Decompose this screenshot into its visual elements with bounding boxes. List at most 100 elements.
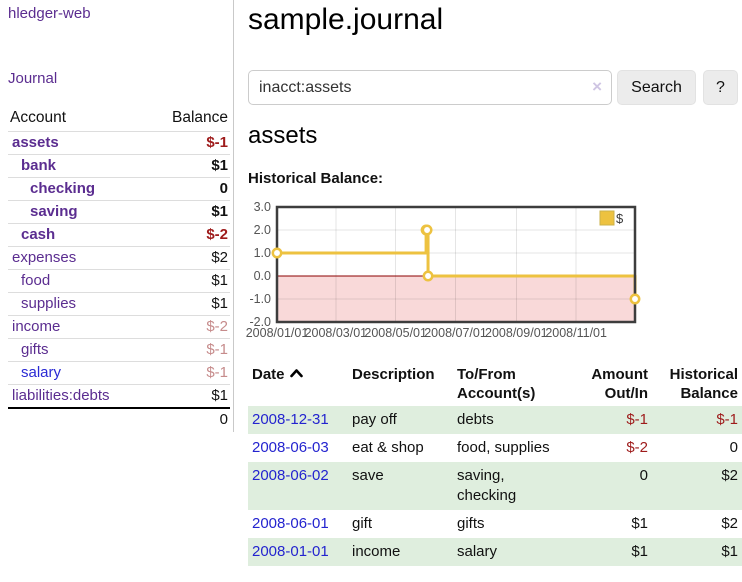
legend-swatch: [599, 210, 615, 226]
y-tick-label: 0.0: [254, 269, 271, 283]
account-balance: $1: [211, 272, 228, 289]
transaction-row[interactable]: 2008-12-31 pay off debts $-1 $-1: [248, 406, 742, 434]
date-header-label: Date: [252, 366, 285, 383]
register-header-description: Description: [352, 366, 435, 383]
y-tick-label: -2.0: [249, 315, 271, 329]
y-tick-label: -1.0: [249, 292, 271, 306]
accounts-header-balance: Balance: [171, 109, 228, 126]
account-balance: $-2: [206, 318, 228, 335]
account-link[interactable]: gifts: [21, 341, 49, 358]
data-point-marker: [421, 224, 433, 236]
accounts-total-spacer: [8, 408, 149, 431]
search-input[interactable]: [248, 70, 612, 105]
transaction-accounts: salary: [457, 543, 498, 560]
account-row: supplies $1: [8, 293, 230, 316]
sidebar-item-journal[interactable]: Journal: [8, 70, 58, 87]
account-balance: $-1: [206, 341, 228, 358]
search-form: × Search ?: [248, 70, 742, 105]
account-balance: $1: [211, 387, 228, 404]
account-row: gifts $-1: [8, 339, 230, 362]
account-link[interactable]: salary: [21, 364, 62, 381]
account-balance: $1: [211, 295, 228, 312]
historical-balance-chart[interactable]: $3.0 2.0 1.0 0.0 -1.0 -2.0 2008/01/01 2008/03/0…: [246, 200, 742, 350]
account-balance: $-1: [206, 134, 228, 151]
transaction-row[interactable]: 2008-01-01 income salary $1 $1: [248, 538, 742, 566]
account-link[interactable]: food: [21, 272, 51, 289]
register-header-amount: Amount Out/In: [591, 366, 648, 402]
account-link[interactable]: assets: [12, 134, 59, 151]
x-tick-label: 2008/03/01: [305, 326, 368, 340]
account-row: cash $-2: [8, 224, 230, 247]
transaction-row[interactable]: 2008-06-03 eat & shop food, supplies $-2 0: [248, 434, 742, 462]
transaction-date-link[interactable]: 2008-06-03: [252, 439, 329, 456]
search-button[interactable]: Search: [617, 70, 696, 105]
account-link[interactable]: income: [12, 318, 61, 335]
clear-search-icon[interactable]: ×: [592, 77, 602, 96]
main-content: sample.journal × Search ? assets Histori…: [246, 0, 742, 582]
account-link[interactable]: cash: [21, 226, 56, 243]
transaction-date-link[interactable]: 2008-06-02: [252, 467, 329, 484]
accounts-header-account: Account: [10, 109, 67, 126]
account-balance: 0: [219, 180, 228, 197]
accounts-table-body: assets $-1 bank $1 checking 0 saving $1 cash $-2 e…: [8, 132, 230, 408]
transaction-accounts: food, supplies: [457, 439, 550, 456]
transaction-amount: $1: [631, 515, 648, 532]
account-link[interactable]: supplies: [21, 295, 77, 312]
transaction-description: eat & shop: [352, 439, 424, 456]
data-point-marker: [422, 270, 434, 282]
accounts-table: Account Balance assets $-1 bank $1 checking 0…: [8, 106, 230, 431]
y-tick-label: 1.0: [254, 246, 271, 260]
register-table-body: 2008-12-31 pay off debts $-1 $-1 2008-06-03 ea…: [248, 406, 742, 566]
account-link[interactable]: checking: [30, 180, 96, 197]
account-heading: assets: [248, 122, 318, 149]
transaction-description: save: [352, 467, 384, 484]
account-balance: $-2: [206, 226, 228, 243]
account-row: bank $1: [8, 155, 230, 178]
chart-title: Historical Balance:: [248, 170, 384, 187]
transaction-description: gift: [352, 515, 373, 532]
register-header-date[interactable]: Date: [248, 362, 348, 406]
page-title: sample.journal: [248, 3, 444, 36]
x-tick-label: 2008/07/01: [424, 326, 487, 340]
transaction-description: pay off: [352, 411, 397, 428]
account-balance: $1: [211, 203, 228, 220]
sidebar-divider: [233, 0, 234, 432]
register-table: Date Description To/From Account(s) Amou…: [248, 362, 742, 566]
transaction-amount: 0: [639, 467, 648, 484]
help-button[interactable]: ?: [703, 70, 738, 105]
transaction-balance: $2: [721, 515, 738, 532]
account-balance: $1: [211, 157, 228, 174]
transaction-amount: $-2: [626, 439, 648, 456]
brand-link[interactable]: hledger-web: [8, 5, 91, 22]
plot-border: [275, 205, 637, 324]
account-link[interactable]: bank: [21, 157, 57, 174]
data-point-marker: [271, 247, 283, 259]
register-header-row: Date Description To/From Account(s) Amou…: [248, 362, 742, 406]
transaction-amount: $-1: [626, 411, 648, 428]
transaction-amount: $1: [631, 543, 648, 560]
transaction-row[interactable]: 2008-06-01 gift gifts $1 $2: [248, 510, 742, 538]
transaction-accounts: debts: [457, 411, 494, 428]
sort-ascending-icon: [289, 369, 303, 378]
accounts-total-row: 0: [8, 408, 230, 431]
account-row: checking 0: [8, 178, 230, 201]
account-link[interactable]: saving: [30, 203, 78, 220]
transaction-date-link[interactable]: 2008-12-31: [252, 411, 329, 428]
account-link[interactable]: expenses: [12, 249, 77, 266]
account-row: liabilities:debts $1: [8, 385, 230, 408]
transaction-date-link[interactable]: 2008-01-01: [252, 543, 329, 560]
transaction-row[interactable]: 2008-06-02 save saving, checking 0 $2: [248, 462, 742, 510]
y-tick-label: 3.0: [254, 200, 271, 214]
transaction-balance: 0: [729, 439, 738, 456]
register-header-accounts: To/From Account(s): [457, 366, 536, 402]
y-tick-label: 2.0: [254, 223, 271, 237]
accounts-table-header: Account Balance: [8, 106, 230, 132]
account-row: assets $-1: [8, 132, 230, 155]
transaction-accounts: gifts: [457, 515, 485, 532]
transaction-date-link[interactable]: 2008-06-01: [252, 515, 329, 532]
account-link[interactable]: liabilities:debts: [12, 387, 110, 404]
negative-region: [277, 276, 635, 322]
account-balance: $-1: [206, 364, 228, 381]
account-balance: $2: [211, 249, 228, 266]
x-tick-label: 2008/11/01: [545, 326, 607, 340]
